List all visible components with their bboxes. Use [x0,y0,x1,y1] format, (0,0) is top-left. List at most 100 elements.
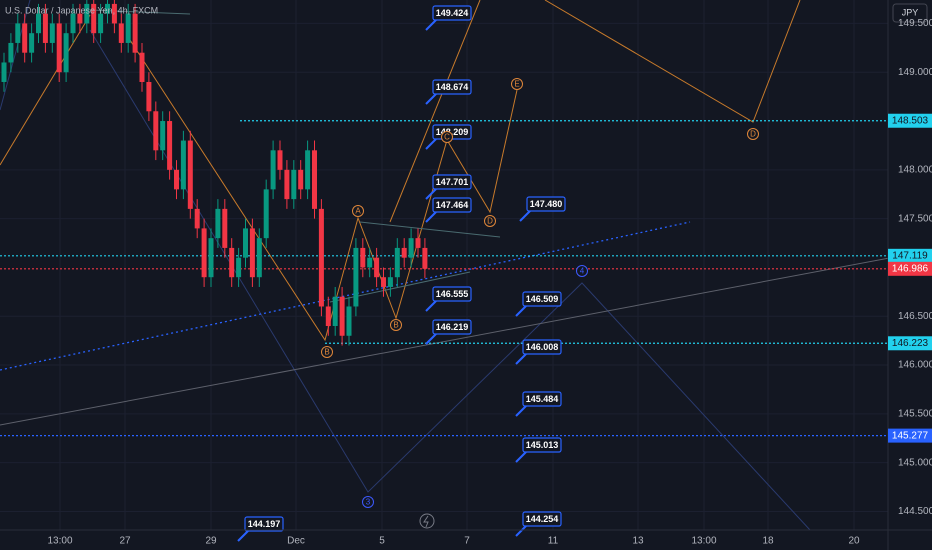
candle-body [270,150,276,190]
candle-body [29,33,35,53]
candle-body [139,52,145,82]
candle-body [284,169,290,200]
candle-body [153,111,159,151]
price-box [432,79,472,95]
candle-body [167,121,173,170]
trend-line [89,29,811,530]
y-tick-label: 147.500 [898,213,932,224]
price-box-label: 148.209 [436,127,469,137]
price-box [522,339,562,355]
price-box [522,391,562,407]
candle-body [215,208,221,239]
price-lines [0,120,888,437]
replay-icon[interactable] [419,513,435,529]
candle-body [111,3,117,24]
candle-body [42,13,48,43]
trend-line [0,221,691,371]
price-box [432,197,472,213]
price-label: 148.503 [892,115,929,126]
price-box [522,291,562,307]
wave-marker [352,205,364,217]
price-box [244,516,284,532]
price-box [432,319,472,335]
candle-body [312,150,317,209]
price-box-label: 148.674 [436,82,469,92]
candles [1,0,428,346]
y-tick-label: 144.500 [898,506,932,517]
candle-body [56,23,62,73]
candle-body [339,296,345,336]
wave-marker [747,128,759,140]
box-pointer [425,188,437,200]
candle-body [415,238,421,248]
candle-body [132,13,138,53]
candle-body [325,306,331,327]
price-box [432,286,472,302]
candle-body [318,208,324,307]
wave-line [129,39,518,342]
box-pointer [425,211,437,223]
wave-line [544,0,801,123]
candle-body [422,247,428,269]
replay-glyph [423,515,429,528]
candle-body [381,277,386,287]
wave-label: B [324,348,329,357]
candle-body [208,238,214,278]
y-tick-label: 149.000 [898,67,932,78]
price-label: 145.277 [892,430,929,441]
candle-body [360,247,366,268]
price-box-label: 147.701 [436,177,469,187]
wave-marker [484,215,496,227]
y-tick-label: 146.000 [898,360,932,371]
x-tick-label: 20 [848,536,860,547]
candle-body [187,140,193,209]
candle-body [346,306,352,336]
price-box [432,5,472,21]
candle-body [194,208,200,229]
x-tick-label: 13 [632,536,644,547]
box-pointer [425,138,437,150]
wave-label: 3 [366,498,371,507]
wave-marker [441,131,453,143]
wave-marker [576,265,588,277]
price-box-label: 144.197 [248,519,281,529]
y-tick-label: 145.500 [898,408,932,419]
box-pointer [237,530,249,542]
candle-body [91,3,97,34]
candle-body [394,247,400,278]
candle-body [1,62,7,82]
box-pointer [519,210,531,222]
box-pointer [425,300,437,312]
candle-body [401,247,407,258]
candle-body [63,33,69,73]
price-box-label: 146.008 [526,342,559,352]
box-pointer [515,525,527,537]
candle-body [180,140,186,190]
candle-body [49,23,55,43]
currency-button[interactable] [892,3,928,23]
candle-body [22,23,28,53]
price-label: 147.119 [892,250,928,261]
price-label-bg [888,261,932,276]
candle-body [222,208,228,248]
triangle-line [329,271,471,303]
candle-body [332,296,338,327]
box-pointer [425,19,437,31]
wave-line [389,0,481,223]
candle-body [236,257,242,278]
y-tick-label: 149.500 [898,18,932,29]
currency-label[interactable]: JPY [902,7,919,17]
x-tick-label: Dec [287,536,305,547]
candle-body [256,238,262,278]
y-tick-label: 148.000 [898,164,932,175]
wave-label: D [750,130,756,139]
candle-body [243,228,248,258]
box-pointer [515,451,527,463]
candle-body [77,13,83,24]
wave-label: C [444,133,450,142]
y-tick-label: 146.500 [898,311,932,322]
wave-label: E [514,80,519,89]
candle-body [408,238,414,258]
